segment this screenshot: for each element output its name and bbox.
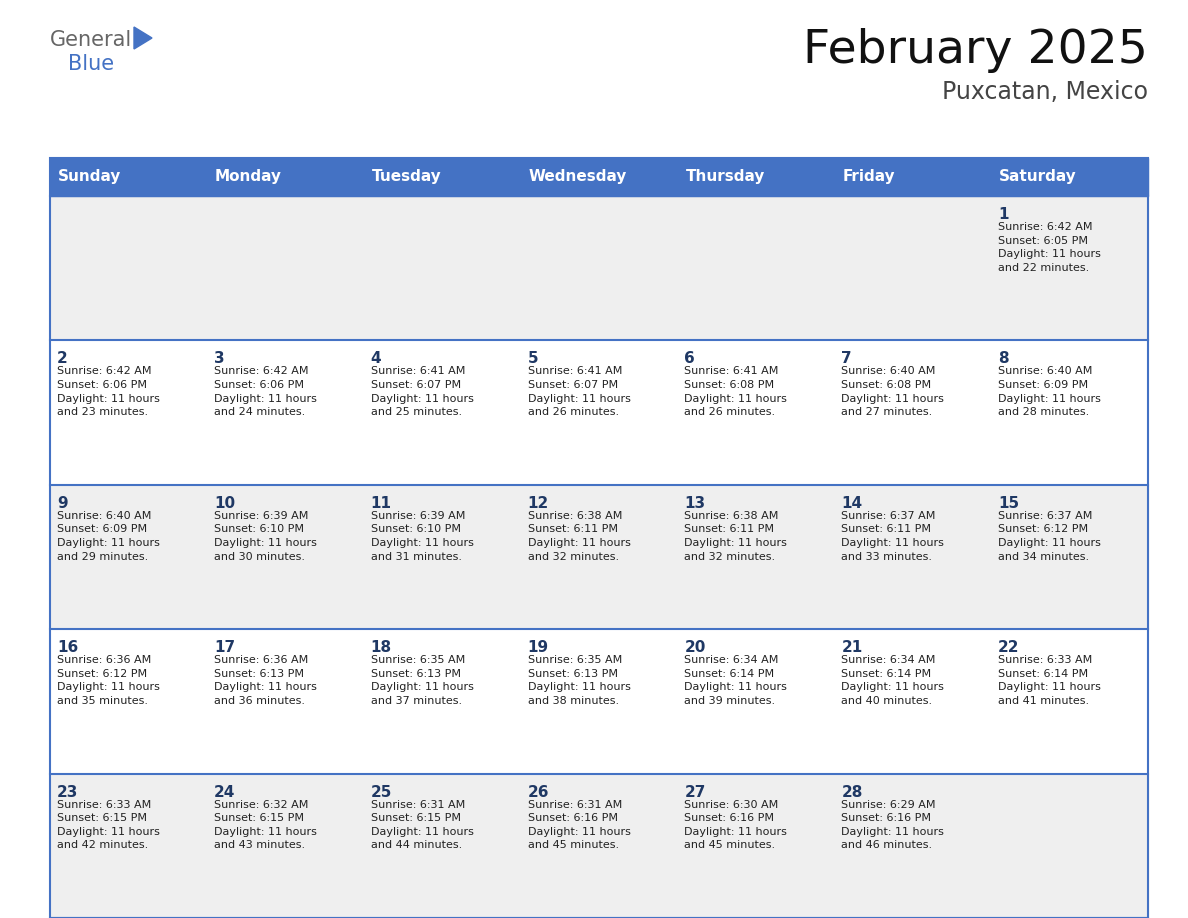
Bar: [50, 158, 1148, 918]
Text: 17: 17: [214, 640, 235, 655]
Bar: [50, 158, 1148, 196]
Text: 14: 14: [841, 496, 862, 510]
Text: 2: 2: [57, 352, 68, 366]
Text: 21: 21: [841, 640, 862, 655]
Text: Sunrise: 6:32 AM
Sunset: 6:15 PM
Daylight: 11 hours
and 43 minutes.: Sunrise: 6:32 AM Sunset: 6:15 PM Dayligh…: [214, 800, 317, 850]
Text: 5: 5: [527, 352, 538, 366]
Text: Sunrise: 6:34 AM
Sunset: 6:14 PM
Daylight: 11 hours
and 39 minutes.: Sunrise: 6:34 AM Sunset: 6:14 PM Dayligh…: [684, 655, 788, 706]
Text: Wednesday: Wednesday: [529, 170, 627, 185]
Text: Sunrise: 6:35 AM
Sunset: 6:13 PM
Daylight: 11 hours
and 38 minutes.: Sunrise: 6:35 AM Sunset: 6:13 PM Dayligh…: [527, 655, 631, 706]
Text: Tuesday: Tuesday: [372, 170, 442, 185]
Text: Sunrise: 6:40 AM
Sunset: 6:09 PM
Daylight: 11 hours
and 29 minutes.: Sunrise: 6:40 AM Sunset: 6:09 PM Dayligh…: [57, 510, 160, 562]
Text: Sunrise: 6:34 AM
Sunset: 6:14 PM
Daylight: 11 hours
and 40 minutes.: Sunrise: 6:34 AM Sunset: 6:14 PM Dayligh…: [841, 655, 944, 706]
Text: Sunrise: 6:31 AM
Sunset: 6:15 PM
Daylight: 11 hours
and 44 minutes.: Sunrise: 6:31 AM Sunset: 6:15 PM Dayligh…: [371, 800, 474, 850]
Text: Blue: Blue: [68, 54, 114, 74]
Text: Sunrise: 6:39 AM
Sunset: 6:10 PM
Daylight: 11 hours
and 30 minutes.: Sunrise: 6:39 AM Sunset: 6:10 PM Dayligh…: [214, 510, 317, 562]
Text: Sunday: Sunday: [58, 170, 121, 185]
Polygon shape: [134, 27, 152, 49]
Text: 13: 13: [684, 496, 706, 510]
Text: 20: 20: [684, 640, 706, 655]
Text: Sunrise: 6:42 AM
Sunset: 6:06 PM
Daylight: 11 hours
and 23 minutes.: Sunrise: 6:42 AM Sunset: 6:06 PM Dayligh…: [57, 366, 160, 417]
Text: Sunrise: 6:41 AM
Sunset: 6:07 PM
Daylight: 11 hours
and 25 minutes.: Sunrise: 6:41 AM Sunset: 6:07 PM Dayligh…: [371, 366, 474, 417]
Bar: [50, 485, 1148, 629]
Text: 7: 7: [841, 352, 852, 366]
Text: 12: 12: [527, 496, 549, 510]
Bar: [50, 629, 1148, 774]
Text: Sunrise: 6:33 AM
Sunset: 6:15 PM
Daylight: 11 hours
and 42 minutes.: Sunrise: 6:33 AM Sunset: 6:15 PM Dayligh…: [57, 800, 160, 850]
Text: 11: 11: [371, 496, 392, 510]
Text: Sunrise: 6:42 AM
Sunset: 6:05 PM
Daylight: 11 hours
and 22 minutes.: Sunrise: 6:42 AM Sunset: 6:05 PM Dayligh…: [998, 222, 1101, 273]
Text: 24: 24: [214, 785, 235, 800]
Text: 10: 10: [214, 496, 235, 510]
Text: 22: 22: [998, 640, 1019, 655]
Text: 28: 28: [841, 785, 862, 800]
Text: General: General: [50, 30, 132, 50]
Text: Sunrise: 6:30 AM
Sunset: 6:16 PM
Daylight: 11 hours
and 45 minutes.: Sunrise: 6:30 AM Sunset: 6:16 PM Dayligh…: [684, 800, 788, 850]
Text: Saturday: Saturday: [999, 170, 1076, 185]
Text: Puxcatan, Mexico: Puxcatan, Mexico: [942, 80, 1148, 104]
Text: Sunrise: 6:33 AM
Sunset: 6:14 PM
Daylight: 11 hours
and 41 minutes.: Sunrise: 6:33 AM Sunset: 6:14 PM Dayligh…: [998, 655, 1101, 706]
Text: 3: 3: [214, 352, 225, 366]
Text: Sunrise: 6:41 AM
Sunset: 6:08 PM
Daylight: 11 hours
and 26 minutes.: Sunrise: 6:41 AM Sunset: 6:08 PM Dayligh…: [684, 366, 788, 417]
Text: Sunrise: 6:36 AM
Sunset: 6:13 PM
Daylight: 11 hours
and 36 minutes.: Sunrise: 6:36 AM Sunset: 6:13 PM Dayligh…: [214, 655, 317, 706]
Text: 8: 8: [998, 352, 1009, 366]
Text: Sunrise: 6:39 AM
Sunset: 6:10 PM
Daylight: 11 hours
and 31 minutes.: Sunrise: 6:39 AM Sunset: 6:10 PM Dayligh…: [371, 510, 474, 562]
Text: Monday: Monday: [215, 170, 282, 185]
Text: 23: 23: [57, 785, 78, 800]
Bar: [50, 774, 1148, 918]
Text: Thursday: Thursday: [685, 170, 765, 185]
Text: Sunrise: 6:36 AM
Sunset: 6:12 PM
Daylight: 11 hours
and 35 minutes.: Sunrise: 6:36 AM Sunset: 6:12 PM Dayligh…: [57, 655, 160, 706]
Text: Sunrise: 6:40 AM
Sunset: 6:09 PM
Daylight: 11 hours
and 28 minutes.: Sunrise: 6:40 AM Sunset: 6:09 PM Dayligh…: [998, 366, 1101, 417]
Bar: [50, 341, 1148, 485]
Text: Sunrise: 6:31 AM
Sunset: 6:16 PM
Daylight: 11 hours
and 45 minutes.: Sunrise: 6:31 AM Sunset: 6:16 PM Dayligh…: [527, 800, 631, 850]
Text: 16: 16: [57, 640, 78, 655]
Text: Sunrise: 6:37 AM
Sunset: 6:12 PM
Daylight: 11 hours
and 34 minutes.: Sunrise: 6:37 AM Sunset: 6:12 PM Dayligh…: [998, 510, 1101, 562]
Text: 19: 19: [527, 640, 549, 655]
Text: 18: 18: [371, 640, 392, 655]
Text: 15: 15: [998, 496, 1019, 510]
Bar: [50, 196, 1148, 341]
Text: Sunrise: 6:40 AM
Sunset: 6:08 PM
Daylight: 11 hours
and 27 minutes.: Sunrise: 6:40 AM Sunset: 6:08 PM Dayligh…: [841, 366, 944, 417]
Text: 1: 1: [998, 207, 1009, 222]
Text: Sunrise: 6:37 AM
Sunset: 6:11 PM
Daylight: 11 hours
and 33 minutes.: Sunrise: 6:37 AM Sunset: 6:11 PM Dayligh…: [841, 510, 944, 562]
Text: 4: 4: [371, 352, 381, 366]
Text: Sunrise: 6:41 AM
Sunset: 6:07 PM
Daylight: 11 hours
and 26 minutes.: Sunrise: 6:41 AM Sunset: 6:07 PM Dayligh…: [527, 366, 631, 417]
Text: Sunrise: 6:38 AM
Sunset: 6:11 PM
Daylight: 11 hours
and 32 minutes.: Sunrise: 6:38 AM Sunset: 6:11 PM Dayligh…: [527, 510, 631, 562]
Text: Sunrise: 6:29 AM
Sunset: 6:16 PM
Daylight: 11 hours
and 46 minutes.: Sunrise: 6:29 AM Sunset: 6:16 PM Dayligh…: [841, 800, 944, 850]
Text: February 2025: February 2025: [803, 28, 1148, 73]
Text: Sunrise: 6:42 AM
Sunset: 6:06 PM
Daylight: 11 hours
and 24 minutes.: Sunrise: 6:42 AM Sunset: 6:06 PM Dayligh…: [214, 366, 317, 417]
Text: 25: 25: [371, 785, 392, 800]
Text: Sunrise: 6:35 AM
Sunset: 6:13 PM
Daylight: 11 hours
and 37 minutes.: Sunrise: 6:35 AM Sunset: 6:13 PM Dayligh…: [371, 655, 474, 706]
Text: 26: 26: [527, 785, 549, 800]
Text: 27: 27: [684, 785, 706, 800]
Text: 9: 9: [57, 496, 68, 510]
Text: Sunrise: 6:38 AM
Sunset: 6:11 PM
Daylight: 11 hours
and 32 minutes.: Sunrise: 6:38 AM Sunset: 6:11 PM Dayligh…: [684, 510, 788, 562]
Text: Friday: Friday: [842, 170, 895, 185]
Text: 6: 6: [684, 352, 695, 366]
